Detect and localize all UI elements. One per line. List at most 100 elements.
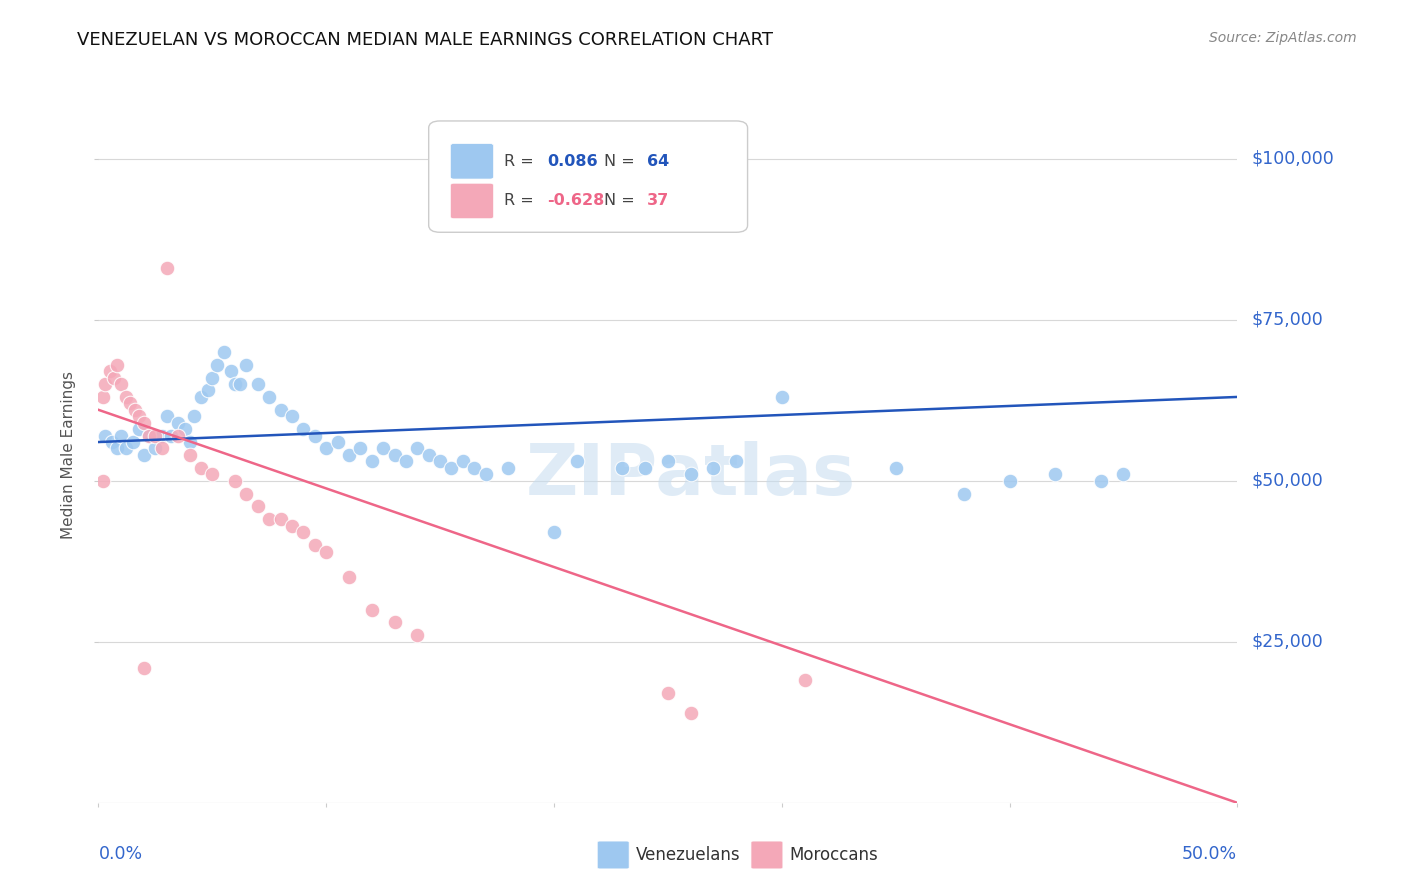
Point	[121, 435, 143, 450]
Point	[228, 377, 250, 392]
Point	[395, 454, 418, 468]
Point	[167, 428, 190, 442]
Text: Moroccans: Moroccans	[790, 846, 879, 864]
Point	[337, 570, 360, 584]
Point	[91, 390, 114, 404]
Point	[612, 460, 634, 475]
Point	[179, 448, 201, 462]
Point	[114, 390, 136, 404]
Point	[197, 384, 219, 398]
Point	[110, 428, 132, 442]
Point	[103, 370, 125, 384]
Point	[224, 474, 246, 488]
Point	[156, 409, 179, 424]
Point	[128, 422, 150, 436]
FancyBboxPatch shape	[450, 144, 494, 179]
Point	[138, 428, 160, 442]
Point	[292, 525, 315, 540]
Point	[167, 416, 190, 430]
Text: ZIPatlas: ZIPatlas	[526, 442, 856, 510]
Point	[304, 538, 326, 552]
Point	[406, 442, 429, 456]
Text: VENEZUELAN VS MOROCCAN MEDIAN MALE EARNINGS CORRELATION CHART: VENEZUELAN VS MOROCCAN MEDIAN MALE EARNI…	[77, 31, 773, 49]
Point	[1112, 467, 1135, 482]
Point	[384, 448, 406, 462]
Point	[429, 454, 451, 468]
Point	[124, 402, 146, 417]
Point	[132, 416, 155, 430]
Point	[183, 409, 205, 424]
FancyBboxPatch shape	[429, 121, 748, 232]
Point	[634, 460, 657, 475]
Point	[474, 467, 496, 482]
Point	[150, 428, 173, 442]
Point	[91, 474, 114, 488]
Point	[451, 454, 474, 468]
Point	[725, 454, 748, 468]
Text: 50.0%: 50.0%	[1182, 845, 1237, 863]
Point	[463, 460, 485, 475]
Point	[440, 460, 463, 475]
Text: -0.628: -0.628	[547, 194, 605, 209]
Point	[543, 525, 565, 540]
Text: R =: R =	[503, 194, 538, 209]
Point	[770, 390, 793, 404]
Point	[114, 442, 136, 456]
Point	[174, 422, 197, 436]
Point	[94, 377, 117, 392]
Point	[150, 442, 173, 456]
Point	[132, 448, 155, 462]
FancyBboxPatch shape	[751, 841, 783, 869]
Point	[793, 673, 815, 688]
Point	[406, 628, 429, 642]
Point	[884, 460, 907, 475]
Text: 0.086: 0.086	[547, 153, 598, 169]
Point	[98, 364, 121, 378]
Point	[702, 460, 724, 475]
Point	[337, 448, 360, 462]
Point	[224, 377, 246, 392]
Point	[160, 428, 183, 442]
Point	[498, 460, 520, 475]
Point	[1090, 474, 1112, 488]
Point	[270, 512, 292, 526]
Point	[418, 448, 440, 462]
Text: Source: ZipAtlas.com: Source: ZipAtlas.com	[1209, 31, 1357, 45]
Text: R =: R =	[503, 153, 538, 169]
Point	[201, 467, 224, 482]
Point	[315, 442, 337, 456]
Point	[145, 442, 167, 456]
Point	[105, 442, 128, 456]
Text: N =: N =	[605, 194, 640, 209]
FancyBboxPatch shape	[598, 841, 628, 869]
Point	[212, 344, 235, 359]
Point	[349, 442, 371, 456]
Point	[138, 428, 160, 442]
Point	[953, 486, 976, 500]
Point	[156, 261, 179, 276]
Point	[179, 435, 201, 450]
Point	[235, 358, 257, 372]
Y-axis label: Median Male Earnings: Median Male Earnings	[60, 371, 76, 539]
Point	[360, 602, 382, 616]
Point	[190, 390, 212, 404]
Point	[246, 500, 269, 514]
Text: $100,000: $100,000	[1251, 150, 1334, 168]
Point	[565, 454, 588, 468]
Point	[205, 358, 228, 372]
Point	[384, 615, 406, 630]
Point	[235, 486, 257, 500]
Text: N =: N =	[605, 153, 640, 169]
Point	[105, 358, 128, 372]
Point	[281, 518, 304, 533]
Point	[1043, 467, 1066, 482]
Point	[657, 686, 679, 700]
Point	[281, 409, 304, 424]
Point	[120, 396, 142, 410]
Point	[292, 422, 315, 436]
Point	[110, 377, 132, 392]
Point	[360, 454, 382, 468]
FancyBboxPatch shape	[450, 183, 494, 219]
Point	[679, 467, 702, 482]
Point	[246, 377, 269, 392]
